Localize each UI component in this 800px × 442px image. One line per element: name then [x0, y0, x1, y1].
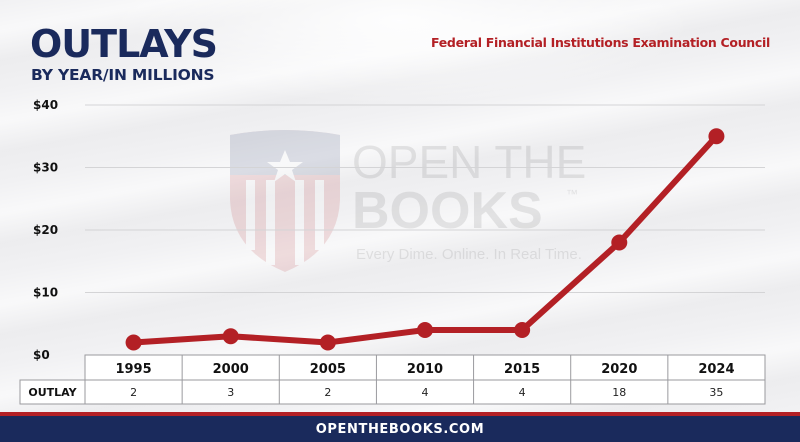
table-cell-value: 4 [519, 386, 526, 399]
y-axis: $0 $10 $20 $30 $40 [33, 98, 58, 362]
x-tick-label: 2010 [407, 362, 443, 377]
value-row-bg [19, 379, 766, 405]
watermark-trademark: ™ [566, 187, 578, 201]
x-tick-label: 2020 [601, 362, 637, 377]
x-tick-label: 1995 [115, 362, 151, 377]
watermark-line1: OPEN THE [352, 136, 586, 188]
data-point [417, 322, 433, 338]
data-point [514, 322, 531, 338]
x-tick-label: 2000 [213, 362, 249, 377]
line-chart: OPEN THE BOOKS ™ Every Dime. Online. In … [19, 98, 766, 405]
x-tick-label: 2015 [504, 362, 540, 377]
table-cell-value: 2 [324, 386, 331, 399]
x-tick-label: 2005 [310, 362, 346, 377]
y-tick-label: $10 [33, 286, 58, 300]
series-outlays [125, 128, 725, 351]
footer-bar: OPENTHEBOOKS.COM [0, 412, 800, 442]
chart-title: OUTLAYS [30, 22, 218, 66]
table-cell-value: 4 [422, 386, 429, 399]
data-point [611, 234, 628, 251]
agency-name: Federal Financial Institutions Examinati… [431, 35, 770, 50]
data-point [319, 334, 336, 351]
table-cell-value: 18 [612, 386, 626, 399]
table-cell-value: 35 [709, 386, 723, 399]
shield-icon [230, 130, 340, 272]
watermark-tagline: Every Dime. Online. In Real Time. [356, 246, 582, 263]
y-tick-label: $20 [33, 223, 58, 237]
data-table: OUTLAY 1995 2 2000 3 2005 2 2010 4 2015 4 2020 18 202… [19, 354, 766, 405]
table-cell-value: 2 [130, 386, 137, 399]
table-cell-value: 3 [227, 386, 234, 399]
watermark-line2: BOOKS [352, 182, 543, 240]
chart-subtitle: BY YEAR/IN MILLIONS [31, 66, 215, 84]
table-row-label: OUTLAY [28, 386, 77, 399]
watermark: OPEN THE BOOKS ™ Every Dime. Online. In … [230, 130, 586, 272]
data-point [708, 128, 725, 145]
y-tick-label: $30 [33, 161, 58, 175]
data-point [125, 334, 142, 351]
y-tick-label: $0 [33, 348, 50, 362]
data-point [222, 328, 239, 345]
x-tick-label: 2024 [698, 362, 734, 377]
footer-link[interactable]: OPENTHEBOOKS.COM [315, 421, 485, 437]
y-tick-label: $40 [33, 98, 58, 112]
